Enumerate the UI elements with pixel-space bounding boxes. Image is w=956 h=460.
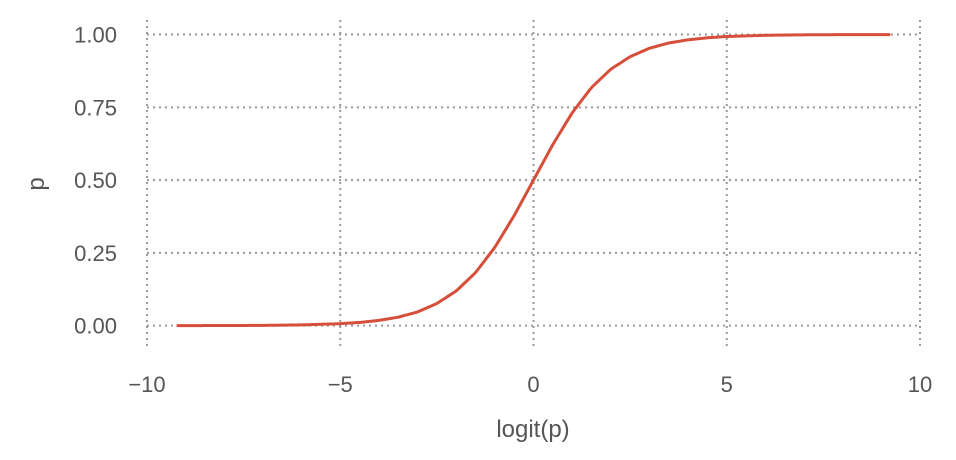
series-layer	[176, 33, 891, 328]
x-tick-label: −10	[128, 372, 165, 397]
x-tick-labels: −10 −5 0 5 10	[128, 372, 932, 397]
y-tick-label: 0.25	[74, 241, 117, 266]
x-tick-label: −5	[328, 372, 353, 397]
y-axis-label: p	[23, 177, 50, 190]
x-tick-label: 5	[721, 372, 733, 397]
x-axis-label: logit(p)	[496, 416, 569, 443]
y-tick-labels: 0.00 0.25 0.50 0.75 1.00	[74, 23, 117, 339]
sigmoid-curve	[176, 33, 891, 328]
x-tick-label: 10	[908, 372, 932, 397]
y-tick-label: 0.75	[74, 95, 117, 120]
x-tick-label: 0	[527, 372, 539, 397]
y-tick-label: 0.50	[74, 168, 117, 193]
y-tick-label: 0.00	[74, 314, 117, 339]
y-tick-label: 1.00	[74, 23, 117, 48]
